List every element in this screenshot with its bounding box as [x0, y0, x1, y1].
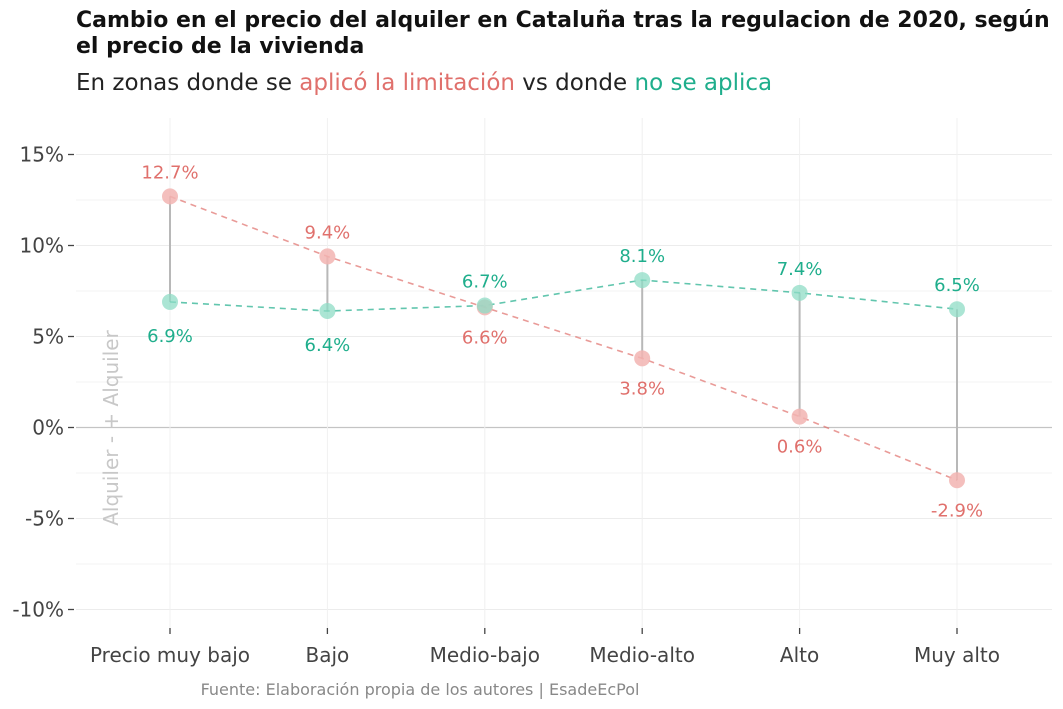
not-limited-data-label: 8.1%	[619, 246, 665, 267]
limited-data-label: -2.9%	[931, 500, 983, 521]
x-tick-label: Bajo	[306, 643, 350, 667]
not-limited-point	[791, 284, 808, 301]
not-limited-point	[319, 303, 336, 320]
not-limited-point	[949, 301, 965, 318]
chart-subtitle: En zonas donde se aplicó la limitación v…	[76, 70, 772, 96]
y-tick-label: 15%	[20, 143, 64, 167]
not-limited-trend-line	[169, 279, 958, 312]
limited-data-label: 3.8%	[619, 378, 665, 399]
y-tick-label: -5%	[25, 507, 64, 531]
subtitle-prefix: En zonas donde se	[76, 70, 300, 96]
not-limited-point	[476, 297, 493, 314]
subtitle-middle: vs donde	[514, 70, 635, 96]
y-tick-label: 0%	[32, 416, 64, 440]
limited-data-label: 0.6%	[777, 437, 823, 458]
limited-point	[791, 408, 808, 425]
subtitle-limited: aplicó la limitación	[299, 70, 515, 96]
limited-point	[319, 248, 336, 265]
not-limited-point	[162, 293, 178, 310]
limited-point	[949, 472, 965, 489]
y-tick-label: 10%	[20, 234, 64, 258]
limited-trend-line	[169, 195, 958, 482]
limited-data-label: 6.6%	[462, 327, 508, 348]
not-limited-data-label: 6.4%	[305, 335, 351, 356]
limited-data-label: 9.4%	[305, 222, 351, 243]
side-axis-label: Alquiler - + Alquiler	[99, 329, 123, 525]
not-limited-data-label: 6.9%	[147, 326, 193, 347]
not-limited-data-label: 6.5%	[934, 275, 980, 296]
source-caption: Fuente: Elaboración propia de los autore…	[201, 680, 640, 699]
limited-data-label: 12.7%	[141, 162, 198, 183]
not-limited-data-label: 6.7%	[462, 272, 508, 293]
limited-point	[162, 188, 178, 205]
x-tick-label: Medio-bajo	[430, 643, 540, 667]
y-tick-label: 5%	[32, 325, 64, 349]
x-tick-label: Muy alto	[914, 643, 1000, 667]
x-tick-label: Medio-alto	[589, 643, 695, 667]
y-tick-label: -10%	[12, 598, 64, 622]
x-tick-label: Alto	[780, 643, 819, 667]
chart-title: Cambio en el precio del alquiler en Cata…	[76, 8, 1050, 59]
not-limited-data-label: 7.4%	[777, 259, 823, 280]
x-tick-label: Precio muy bajo	[90, 643, 250, 667]
limited-point	[634, 350, 651, 367]
not-limited-point	[634, 272, 651, 289]
subtitle-not-limited: no se aplica	[634, 70, 773, 96]
